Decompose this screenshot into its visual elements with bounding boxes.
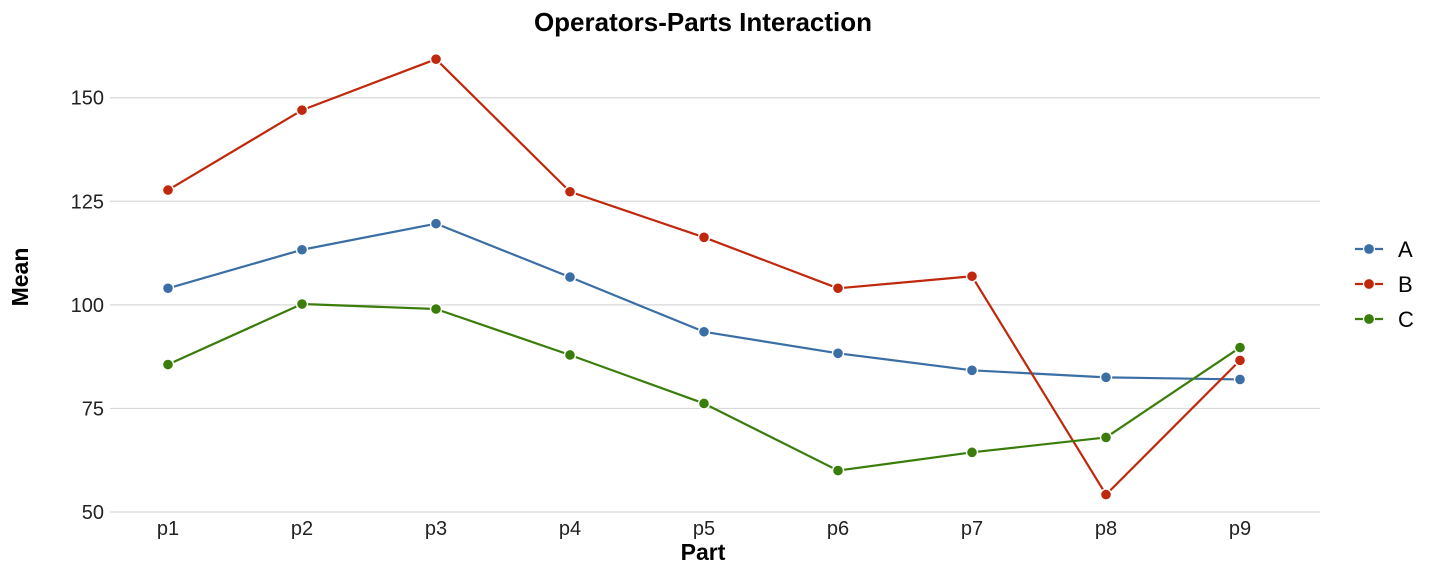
legend-label: B — [1398, 272, 1413, 297]
legend-label: A — [1398, 237, 1413, 262]
legend-marker — [1362, 277, 1376, 291]
data-point — [161, 282, 175, 295]
data-point — [697, 325, 711, 338]
data-point — [161, 358, 175, 371]
gridlines — [110, 97, 1320, 513]
data-point — [965, 270, 979, 283]
y-tick-label: 125 — [71, 191, 104, 213]
data-point — [429, 302, 443, 316]
data-point — [1233, 373, 1247, 386]
x-tick-label: p8 — [1095, 518, 1117, 540]
data-point — [295, 243, 309, 256]
legend-marker — [1362, 312, 1376, 326]
data-point — [295, 297, 309, 311]
x-tick-label: p6 — [827, 518, 849, 540]
y-tick-label: 150 — [71, 88, 104, 110]
y-tick-label: 50 — [82, 502, 104, 524]
legend-item: B — [1355, 272, 1413, 297]
data-point — [429, 217, 443, 230]
legend-item: C — [1355, 307, 1414, 332]
y-tick-label: 75 — [82, 398, 104, 420]
legend-label: C — [1398, 307, 1414, 332]
data-point — [965, 446, 979, 459]
data-point — [697, 397, 711, 410]
series-line — [167, 58, 1241, 496]
data-point — [831, 282, 845, 295]
data-point — [1233, 341, 1247, 354]
data-point — [965, 364, 979, 377]
series-a — [161, 217, 1247, 386]
data-point — [1099, 371, 1113, 384]
data-point — [831, 464, 845, 477]
x-tick-label: p2 — [291, 518, 313, 540]
legend-item: A — [1355, 237, 1413, 262]
x-axis-title: Part — [681, 539, 726, 565]
x-tick-label: p5 — [693, 518, 715, 540]
series-lines — [161, 52, 1247, 501]
y-tick-label: 100 — [71, 295, 104, 317]
series-b — [161, 52, 1247, 501]
series-c — [161, 297, 1247, 477]
data-point — [295, 103, 309, 117]
x-tick-label: p1 — [157, 518, 179, 540]
x-tick-label: p9 — [1229, 518, 1251, 540]
data-point — [161, 183, 175, 197]
data-point — [429, 52, 443, 66]
x-axis-ticks: p1 p2 p3 p4 p5 p6 p7 p8 p9 — [157, 518, 1251, 540]
x-tick-label: p7 — [961, 518, 983, 540]
y-axis-title: Mean — [7, 248, 33, 307]
data-point — [563, 185, 577, 198]
data-point — [563, 348, 577, 362]
data-point — [1233, 354, 1247, 367]
x-tick-label: p3 — [425, 518, 447, 540]
data-point — [831, 347, 845, 360]
data-point — [1099, 488, 1113, 501]
legend-marker — [1362, 242, 1376, 256]
x-tick-label: p4 — [559, 518, 581, 540]
series-line — [167, 222, 1241, 381]
data-point — [1099, 431, 1113, 444]
data-point — [697, 231, 711, 244]
legend: ABC — [1355, 237, 1414, 332]
y-axis-ticks: 50 75 100 125 150 — [71, 88, 104, 524]
chart-title: Operators-Parts Interaction — [534, 7, 872, 37]
data-point — [563, 270, 577, 284]
